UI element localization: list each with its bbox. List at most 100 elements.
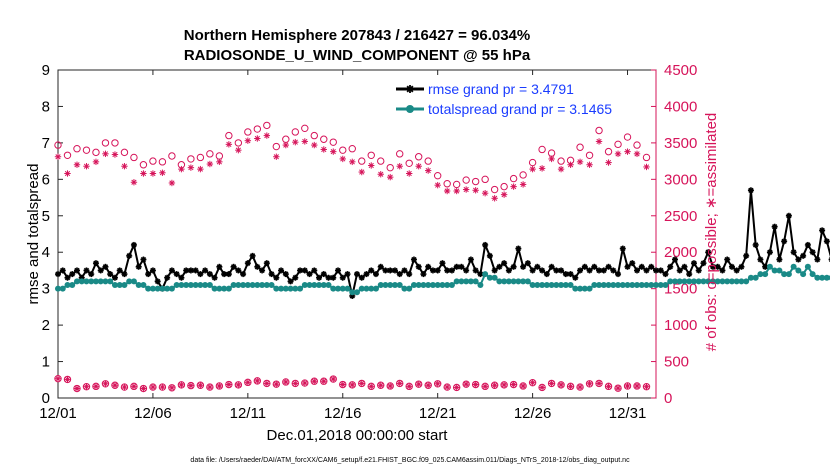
series-point-rmse <box>216 263 223 270</box>
series-point-rmse-stroke <box>344 271 351 277</box>
series-point-rmse <box>55 271 61 278</box>
series-point-rmse-stroke <box>468 256 474 263</box>
y-left-tick-label: 3 <box>42 281 50 298</box>
x-tick-label: 12/26 <box>514 405 552 422</box>
series-point-rmse <box>771 223 778 230</box>
series-point-rmse <box>254 263 261 270</box>
series-point-rmse-stroke <box>121 271 128 277</box>
series-point-totalspread <box>705 278 712 285</box>
series-point-rmse <box>501 260 508 267</box>
series-point-totalspread <box>339 285 346 292</box>
obs-point-assimilated_bottom <box>64 376 71 383</box>
obs-point-assimilated-stroke <box>121 163 128 169</box>
series-point-rmse-stroke <box>154 278 161 285</box>
obs-point-assimilated_bottom-stroke <box>359 380 365 387</box>
series-point-totalspread <box>653 282 659 289</box>
series-point-rmse <box>733 267 740 274</box>
obs-point-assimilated-stroke <box>473 187 479 193</box>
series-point-rmse-stroke <box>534 264 541 270</box>
series-point-rmse-stroke <box>453 264 460 270</box>
obs-point-assimilated <box>168 179 176 187</box>
obs-point-assimilated-stroke <box>577 159 583 165</box>
obs-point-assimilated <box>282 141 290 149</box>
series-point-totalspread <box>738 278 745 285</box>
series-point-totalspread <box>724 278 731 285</box>
series-point-rmse-stroke <box>411 256 417 263</box>
obs-point-assimilated_bottom <box>643 383 650 390</box>
obs-series-assimilated <box>54 132 650 202</box>
obs-point-possible <box>585 151 594 159</box>
series-point-totalspread <box>225 285 232 292</box>
series-point-totalspread <box>785 271 792 278</box>
obs-point-assimilated-stroke <box>482 190 488 196</box>
obs-point-assimilated_bottom-stroke <box>378 382 384 388</box>
obs-point-assimilated_bottom <box>453 384 460 391</box>
series-point-totalspread <box>368 285 375 292</box>
obs-point-assimilated-stroke <box>501 192 507 198</box>
legend-spread-label: totalspread grand pr = 3.1465 <box>428 101 612 117</box>
series-point-totalspread <box>543 282 550 289</box>
obs-point-possible <box>158 158 167 166</box>
series-point-totalspread <box>301 282 308 289</box>
series-point-rmse <box>225 271 232 278</box>
obs-point-possible <box>633 141 641 149</box>
obs-point-assimilated_bottom-stroke <box>634 383 640 389</box>
series-point-rmse <box>259 267 266 274</box>
series-point-rmse <box>59 267 66 274</box>
series-point-rmse-stroke <box>387 267 393 274</box>
obs-point-possible <box>329 138 337 146</box>
series-point-rmse-stroke <box>724 256 730 263</box>
obs-point-assimilated_bottom-stroke <box>64 376 71 383</box>
obs-point-assimilated-stroke <box>378 171 384 177</box>
obs-point-possible <box>519 171 527 179</box>
series-point-rmse-stroke <box>192 267 199 274</box>
obs-point-assimilated_bottom <box>140 385 147 392</box>
obs-point-assimilated-stroke <box>520 181 526 188</box>
obs-point-assimilated-stroke <box>605 159 612 166</box>
series-point-rmse-stroke <box>558 267 564 274</box>
obs-point-assimilated_bottom <box>567 383 574 390</box>
obs-point-assimilated_bottom-stroke <box>311 378 317 384</box>
series-point-rmse <box>268 271 275 278</box>
series-point-totalspread <box>178 282 185 289</box>
series-point-rmse-stroke <box>506 267 512 274</box>
series-point-rmse <box>282 271 289 278</box>
obs-point-assimilated <box>406 170 413 177</box>
series-point-rmse-stroke <box>639 264 645 270</box>
series-point-rmse-stroke <box>795 256 802 263</box>
series-point-totalspread <box>292 285 299 292</box>
series-point-rmse <box>681 263 688 270</box>
obs-point-assimilated_bottom-stroke <box>188 382 194 389</box>
series-point-rmse-stroke <box>458 264 465 270</box>
obs-point-assimilated_bottom-stroke <box>444 384 450 390</box>
obs-point-assimilated_bottom <box>73 385 81 392</box>
obs-point-assimilated_bottom-stroke <box>235 382 241 388</box>
series-point-totalspread <box>534 282 541 289</box>
series-point-rmse <box>724 256 731 263</box>
series-point-rmse-stroke <box>677 267 683 274</box>
series-point-totalspread <box>92 278 99 285</box>
series-point-rmse <box>187 267 194 274</box>
series-point-rmse-stroke <box>439 260 446 266</box>
obs-point-assimilated_bottom-stroke <box>74 385 80 392</box>
series-point-rmse <box>306 271 313 278</box>
obs-point-assimilated <box>415 163 422 170</box>
obs-point-assimilated <box>273 153 280 160</box>
obs-point-assimilated-stroke <box>368 162 374 169</box>
series-point-rmse-stroke <box>69 271 75 277</box>
obs-point-possible <box>462 176 470 184</box>
series-point-totalspread <box>771 267 778 274</box>
obs-point-assimilated-stroke <box>567 162 574 168</box>
y-right-tick-label: 3500 <box>664 135 697 152</box>
x-tick-label: 12/01 <box>39 405 77 422</box>
obs-point-assimilated_bottom <box>159 383 166 391</box>
series-point-rmse <box>705 249 712 256</box>
series-point-rmse-stroke <box>700 260 707 266</box>
series-point-rmse-stroke <box>691 260 697 266</box>
series-point-rmse <box>671 256 678 263</box>
obs-point-possible <box>63 151 72 159</box>
series-point-totalspread <box>766 263 773 270</box>
obs-point-possible <box>339 146 347 154</box>
obs-point-assimilated_bottom <box>92 383 100 390</box>
series-point-totalspread <box>472 278 479 285</box>
